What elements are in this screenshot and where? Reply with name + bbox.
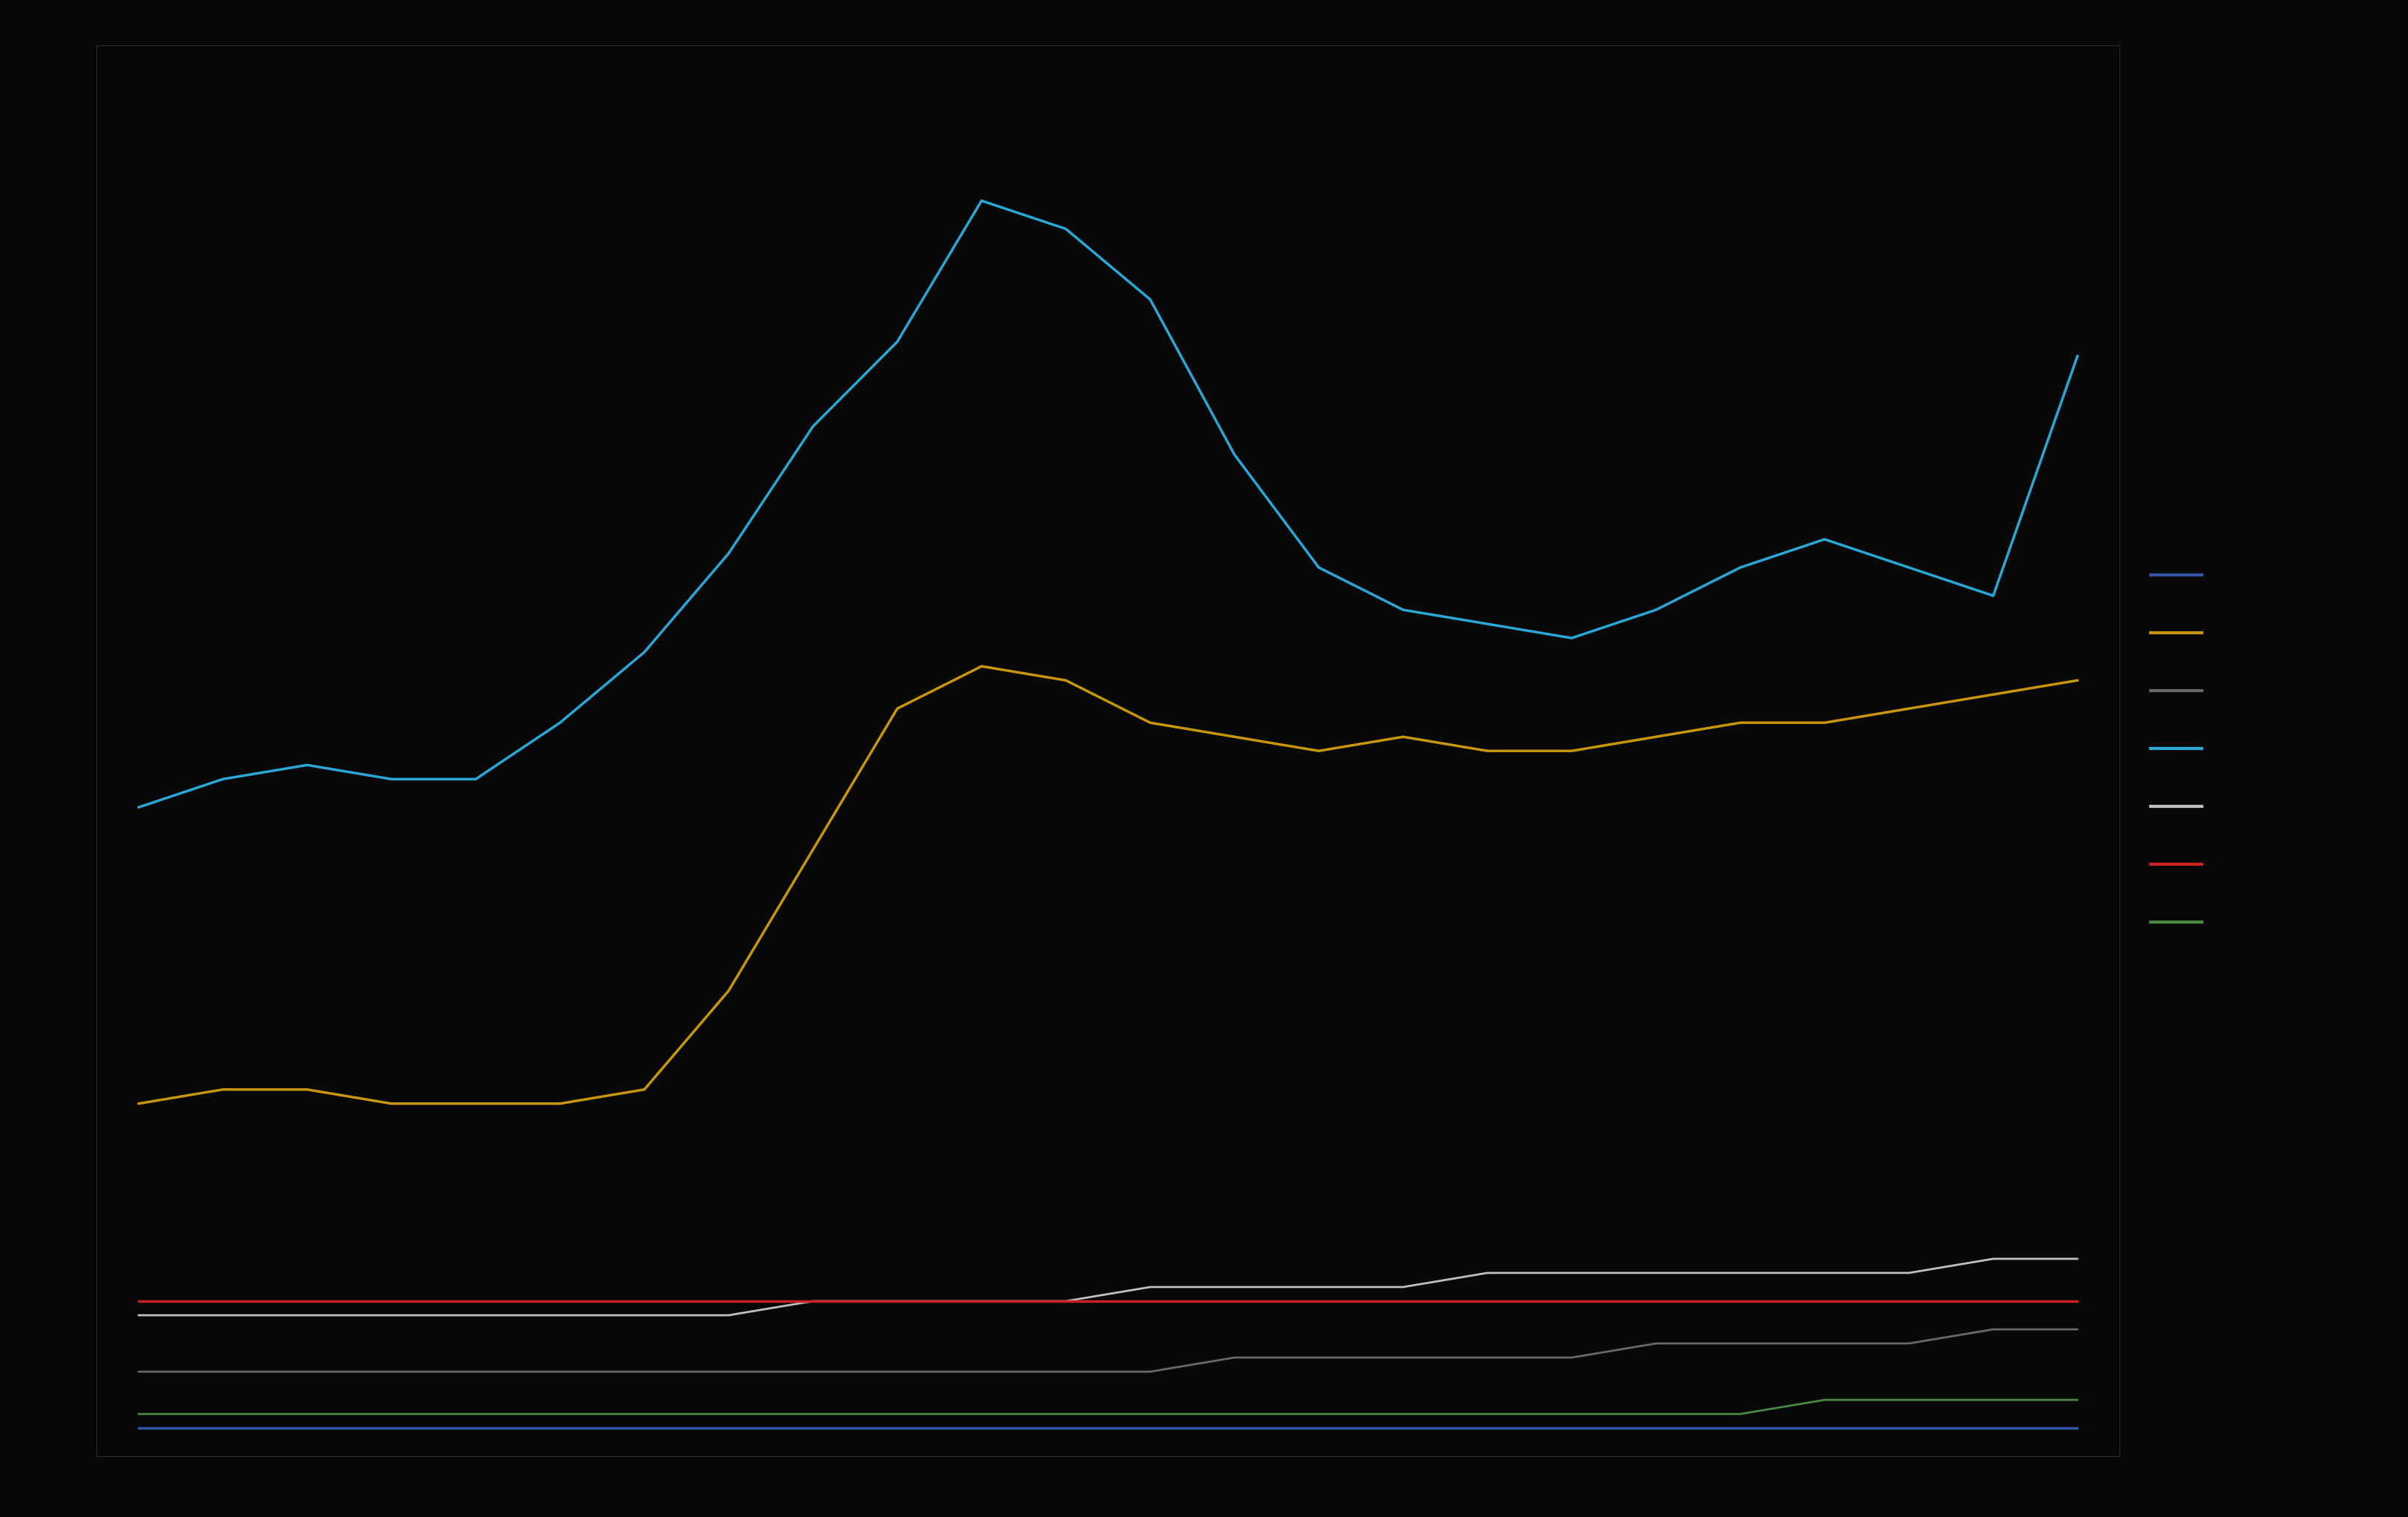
Legend: , , , , , , : , , , , , ,: [2138, 557, 2218, 945]
